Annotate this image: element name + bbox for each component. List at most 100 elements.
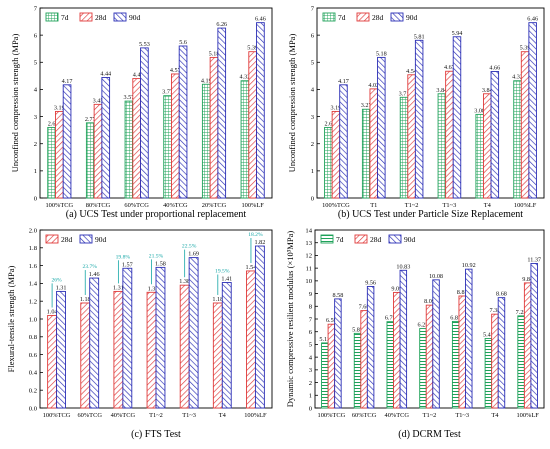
bar-90d bbox=[62, 84, 72, 199]
y-tick-label: 10 bbox=[305, 278, 312, 285]
bar-90d bbox=[497, 297, 506, 409]
y-tick-label: 5 bbox=[34, 60, 38, 67]
data-label: 3.08 bbox=[474, 107, 485, 114]
bar-90d bbox=[155, 266, 166, 409]
bar-7d bbox=[124, 100, 134, 199]
y-tick-label: 7 bbox=[309, 316, 313, 323]
data-label: 5.6 bbox=[179, 39, 187, 46]
bar-28d bbox=[491, 313, 499, 409]
x-category-label: T1 bbox=[370, 202, 377, 209]
y-tick-label: 1.4 bbox=[29, 281, 38, 288]
data-label: 9.84 bbox=[522, 276, 533, 283]
x-category-label: 100%LF bbox=[514, 202, 537, 209]
bar-7d bbox=[201, 83, 211, 199]
data-label: 1.82 bbox=[254, 239, 265, 246]
data-label: 4.32 bbox=[512, 74, 523, 81]
data-label: 1.18 bbox=[212, 296, 223, 303]
bar-90d bbox=[339, 84, 348, 199]
bar-90d bbox=[366, 286, 375, 409]
y-tick-label: 3 bbox=[34, 114, 38, 121]
data-label: 3.57 bbox=[124, 94, 135, 101]
increase-annotation: 19.8% bbox=[116, 254, 131, 260]
bar-7d bbox=[484, 338, 493, 409]
y-tick-label: 4 bbox=[34, 87, 38, 94]
y-tick-label: 6 bbox=[34, 32, 38, 39]
data-label: 6.46 bbox=[255, 16, 266, 23]
bar-7d bbox=[47, 126, 56, 199]
y-tick-label: 5 bbox=[311, 60, 315, 67]
legend-label: 28d bbox=[372, 13, 384, 22]
legend-label: 28d bbox=[370, 235, 382, 244]
y-tick-label: 1.8 bbox=[29, 245, 38, 252]
data-label: 3.71 bbox=[399, 90, 410, 97]
legend-label: 28d bbox=[61, 235, 73, 244]
bar-28d bbox=[248, 51, 257, 199]
x-category-label: T1~3 bbox=[455, 412, 469, 419]
bar-28d bbox=[113, 290, 124, 409]
bar-7d bbox=[163, 95, 172, 199]
bar-28d bbox=[55, 110, 64, 199]
y-tick-label: 8 bbox=[309, 304, 313, 311]
x-category-label: 100%TCG bbox=[43, 412, 71, 419]
y-tick-label: 12 bbox=[305, 253, 312, 260]
data-label: 7.38 bbox=[490, 307, 501, 314]
legend-swatch-7d bbox=[322, 12, 336, 22]
bar-28d bbox=[80, 302, 91, 409]
data-label: 4.66 bbox=[489, 65, 500, 72]
data-label: 1.41 bbox=[221, 276, 232, 283]
data-label: 1.31 bbox=[113, 284, 124, 291]
bar-90d bbox=[256, 22, 265, 199]
y-tick-label: 9 bbox=[309, 291, 313, 298]
x-category-label: 100%TCG bbox=[318, 412, 346, 419]
x-category-label: T1~2 bbox=[405, 202, 419, 209]
bar-28d bbox=[171, 73, 180, 199]
data-label: 3.27 bbox=[361, 102, 372, 109]
data-label: 6.81 bbox=[450, 314, 461, 321]
y-axis-title: Unconfined compression strength (MPa) bbox=[10, 34, 20, 173]
data-label: 5.94 bbox=[452, 30, 463, 37]
y-tick-label: 0.4 bbox=[29, 370, 38, 377]
bar-90d bbox=[530, 262, 538, 409]
y-tick-label: 4 bbox=[311, 87, 315, 94]
bar-90d bbox=[122, 267, 133, 409]
data-label: 6.26 bbox=[216, 21, 227, 28]
y-tick-label: 1.2 bbox=[29, 299, 37, 306]
data-label: 3.19 bbox=[54, 104, 65, 111]
x-category-label: 100%TCG bbox=[45, 202, 73, 209]
y-tick-label: 7 bbox=[311, 5, 315, 12]
legend-label: 7d bbox=[338, 13, 346, 22]
x-category-label: 60%TCG bbox=[124, 202, 149, 209]
bar-28d bbox=[132, 78, 141, 199]
bar-90d bbox=[221, 282, 232, 409]
x-category-label: T1~3 bbox=[443, 202, 457, 209]
bar-28d bbox=[331, 110, 341, 199]
y-tick-label: 4 bbox=[309, 354, 313, 361]
data-label: 5.47 bbox=[483, 331, 494, 338]
data-label: 3.84 bbox=[436, 87, 447, 94]
legend-swatch-90d bbox=[79, 234, 93, 244]
bar-7d bbox=[419, 328, 427, 409]
legend-swatch-7d bbox=[320, 234, 334, 244]
y-tick-label: 3 bbox=[311, 114, 315, 121]
data-label: 4.67 bbox=[444, 64, 455, 71]
bar-90d bbox=[377, 56, 386, 199]
data-label: 11.37 bbox=[527, 256, 541, 263]
legend-swatch-28d bbox=[356, 12, 370, 22]
y-tick-label: 5 bbox=[309, 342, 313, 349]
y-tick-label: 2.0 bbox=[29, 227, 38, 234]
increase-annotation: 23.7% bbox=[82, 264, 97, 270]
y-tick-label: 0.0 bbox=[29, 405, 38, 412]
data-label: 4.17 bbox=[338, 78, 349, 85]
x-category-label: T4 bbox=[484, 202, 492, 209]
data-label: 5.53 bbox=[139, 41, 150, 48]
data-label: 10.92 bbox=[462, 262, 476, 269]
bar-28d bbox=[179, 284, 190, 409]
legend-swatch-90d bbox=[113, 12, 127, 22]
bar-7d bbox=[517, 315, 525, 409]
bar-28d bbox=[246, 270, 256, 409]
data-label: 3.84 bbox=[482, 87, 493, 94]
x-category-label: 100%LF bbox=[516, 412, 539, 419]
data-label: 2.77 bbox=[85, 116, 96, 123]
data-label: 8.68 bbox=[496, 291, 507, 298]
